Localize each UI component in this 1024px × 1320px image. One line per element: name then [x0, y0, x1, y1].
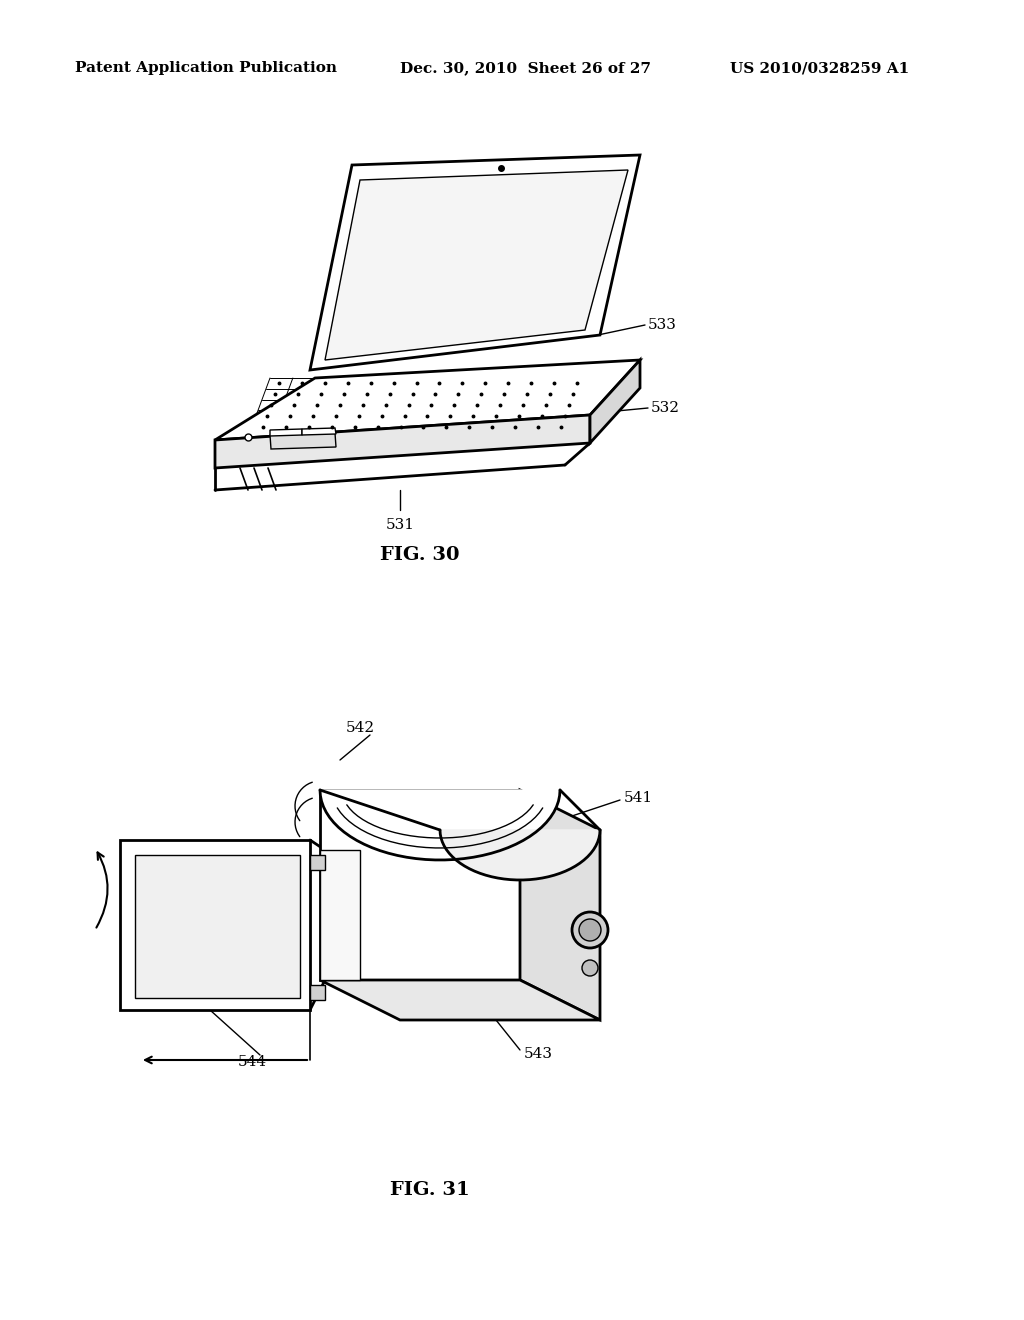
Circle shape [579, 919, 601, 941]
Polygon shape [302, 428, 336, 436]
Circle shape [572, 912, 608, 948]
Text: 543: 543 [524, 1047, 553, 1061]
Text: FIG. 31: FIG. 31 [390, 1181, 470, 1199]
Polygon shape [135, 855, 300, 998]
Text: Dec. 30, 2010  Sheet 26 of 27: Dec. 30, 2010 Sheet 26 of 27 [400, 61, 651, 75]
Polygon shape [310, 985, 325, 1001]
Polygon shape [120, 840, 310, 1010]
Text: Patent Application Publication: Patent Application Publication [75, 61, 337, 75]
Polygon shape [270, 429, 302, 436]
Text: 544: 544 [238, 1055, 266, 1069]
Text: 531: 531 [385, 517, 415, 532]
Polygon shape [325, 170, 628, 360]
Polygon shape [319, 789, 560, 859]
Polygon shape [440, 830, 600, 880]
Polygon shape [319, 850, 360, 979]
Text: FIG. 30: FIG. 30 [380, 546, 460, 564]
Text: US 2010/0328259 A1: US 2010/0328259 A1 [730, 61, 909, 75]
Polygon shape [215, 360, 640, 440]
Text: 533: 533 [648, 318, 677, 333]
Text: 532: 532 [651, 401, 680, 414]
Text: 541: 541 [624, 791, 653, 805]
Polygon shape [270, 433, 336, 449]
Polygon shape [590, 360, 640, 444]
Polygon shape [310, 154, 640, 370]
Polygon shape [520, 789, 600, 1020]
Polygon shape [319, 789, 520, 979]
Polygon shape [310, 855, 325, 870]
Circle shape [582, 960, 598, 975]
Polygon shape [319, 979, 600, 1020]
Polygon shape [215, 414, 590, 469]
Text: 542: 542 [345, 721, 375, 735]
